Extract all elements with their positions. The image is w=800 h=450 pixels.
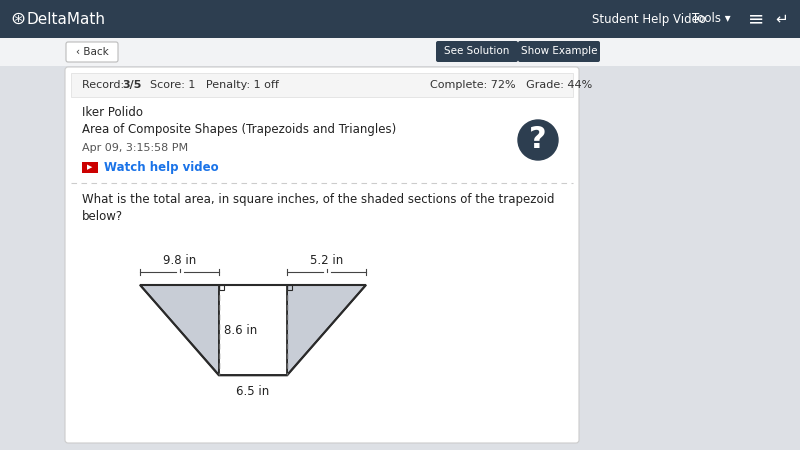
Text: Tools ▾: Tools ▾ xyxy=(692,13,730,26)
Text: ?: ? xyxy=(529,126,547,154)
Text: Watch help video: Watch help video xyxy=(104,162,218,175)
Text: ‹ Back: ‹ Back xyxy=(76,47,108,57)
Text: 5.2 in: 5.2 in xyxy=(310,255,343,267)
Circle shape xyxy=(518,120,558,160)
Bar xyxy=(219,285,224,290)
Text: below?: below? xyxy=(82,211,123,224)
FancyBboxPatch shape xyxy=(436,41,518,62)
Text: Show Example: Show Example xyxy=(521,46,598,57)
Bar xyxy=(219,285,287,375)
Text: What is the total area, in square inches, of the shaded sections of the trapezoi: What is the total area, in square inches… xyxy=(82,194,554,207)
Text: Area of Composite Shapes (Trapezoids and Triangles): Area of Composite Shapes (Trapezoids and… xyxy=(82,123,396,136)
FancyBboxPatch shape xyxy=(65,67,579,443)
Bar xyxy=(287,285,292,290)
Text: Student Help Video: Student Help Video xyxy=(592,13,706,26)
Text: See Solution: See Solution xyxy=(444,46,510,57)
Text: 8.6 in: 8.6 in xyxy=(224,324,257,337)
FancyBboxPatch shape xyxy=(0,38,800,66)
Text: DeltaMath: DeltaMath xyxy=(26,12,105,27)
Text: 6.5 in: 6.5 in xyxy=(236,385,270,398)
Text: Iker Polido: Iker Polido xyxy=(82,105,143,118)
FancyBboxPatch shape xyxy=(82,162,98,173)
Text: 9.8 in: 9.8 in xyxy=(163,255,196,267)
FancyBboxPatch shape xyxy=(0,0,800,38)
Polygon shape xyxy=(140,285,219,375)
Text: ▶: ▶ xyxy=(87,165,93,171)
FancyBboxPatch shape xyxy=(66,42,118,62)
Text: Apr 09, 3:15:58 PM: Apr 09, 3:15:58 PM xyxy=(82,143,188,153)
Text: 3/5: 3/5 xyxy=(122,80,142,90)
Polygon shape xyxy=(287,285,366,375)
FancyBboxPatch shape xyxy=(518,41,600,62)
Text: ↵: ↵ xyxy=(775,12,788,27)
FancyBboxPatch shape xyxy=(71,73,573,97)
Text: Score: 1   Penalty: 1 off: Score: 1 Penalty: 1 off xyxy=(143,80,279,90)
Text: Complete: 72%   Grade: 44%: Complete: 72% Grade: 44% xyxy=(430,80,592,90)
Text: Record:: Record: xyxy=(82,80,128,90)
Text: ≡: ≡ xyxy=(748,9,764,28)
Text: ⊛: ⊛ xyxy=(10,10,25,28)
